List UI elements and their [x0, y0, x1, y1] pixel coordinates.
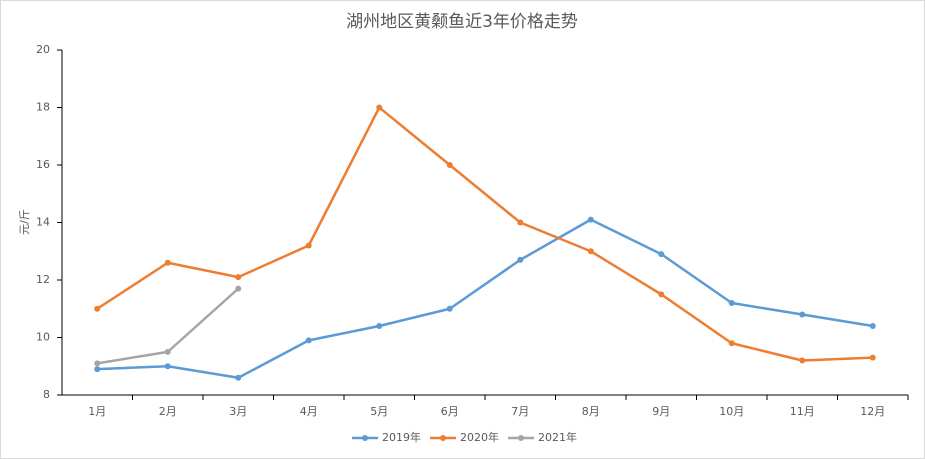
point	[446, 305, 453, 312]
y-axis-label: 元/斤	[18, 209, 31, 235]
point	[235, 285, 242, 292]
x-tick-label: 2月	[159, 405, 177, 418]
x-tick-label: 5月	[370, 405, 388, 418]
point	[164, 363, 171, 370]
x-tick-label: 1月	[88, 405, 106, 418]
point	[305, 337, 312, 344]
point	[799, 357, 806, 364]
point	[235, 274, 242, 281]
point	[869, 323, 876, 329]
point	[799, 311, 806, 318]
series-line	[96, 106, 873, 362]
x-tick-label: 11月	[790, 405, 815, 418]
point	[376, 104, 383, 111]
x-tick-label: 10月	[719, 405, 744, 418]
x-tick-label: 12月	[860, 405, 885, 418]
y-tick-label: 12	[36, 273, 50, 286]
y-tick-label: 20	[36, 43, 50, 56]
point	[164, 348, 171, 355]
legend-marker	[362, 435, 368, 441]
point	[658, 291, 665, 298]
point	[164, 259, 171, 266]
legend-label: 2019年	[382, 430, 421, 444]
y-tick-label: 18	[36, 101, 50, 114]
point	[517, 219, 524, 226]
x-tick-label: 6月	[441, 405, 459, 418]
point	[376, 323, 383, 329]
y-tick-label: 14	[36, 216, 50, 229]
point	[587, 248, 594, 255]
legend-label: 2021年	[538, 430, 577, 444]
chart-title: 湖州地区黄颡鱼近3年价格走势	[346, 12, 578, 32]
point	[94, 305, 101, 312]
x-tick-label: 7月	[511, 405, 529, 418]
point	[94, 366, 101, 373]
x-tick-label: 8月	[582, 405, 600, 418]
x-tick-label: 4月	[300, 405, 318, 418]
y-tick-label: 8	[43, 388, 50, 401]
legend-label: 2020年	[460, 430, 499, 444]
point	[869, 354, 876, 361]
legend-marker	[440, 435, 446, 441]
y-tick-label: 10	[36, 331, 50, 344]
point	[305, 242, 312, 249]
point	[728, 300, 735, 306]
point	[517, 256, 524, 263]
point	[587, 216, 594, 223]
point	[658, 251, 665, 258]
point	[235, 374, 242, 381]
x-tick-label: 3月	[229, 405, 247, 418]
y-tick-label: 16	[36, 158, 50, 171]
x-tick-label: 9月	[652, 405, 670, 418]
point	[446, 162, 453, 168]
legend-marker	[518, 435, 524, 441]
point	[94, 360, 101, 367]
series-line	[97, 218, 873, 379]
point	[728, 340, 735, 347]
